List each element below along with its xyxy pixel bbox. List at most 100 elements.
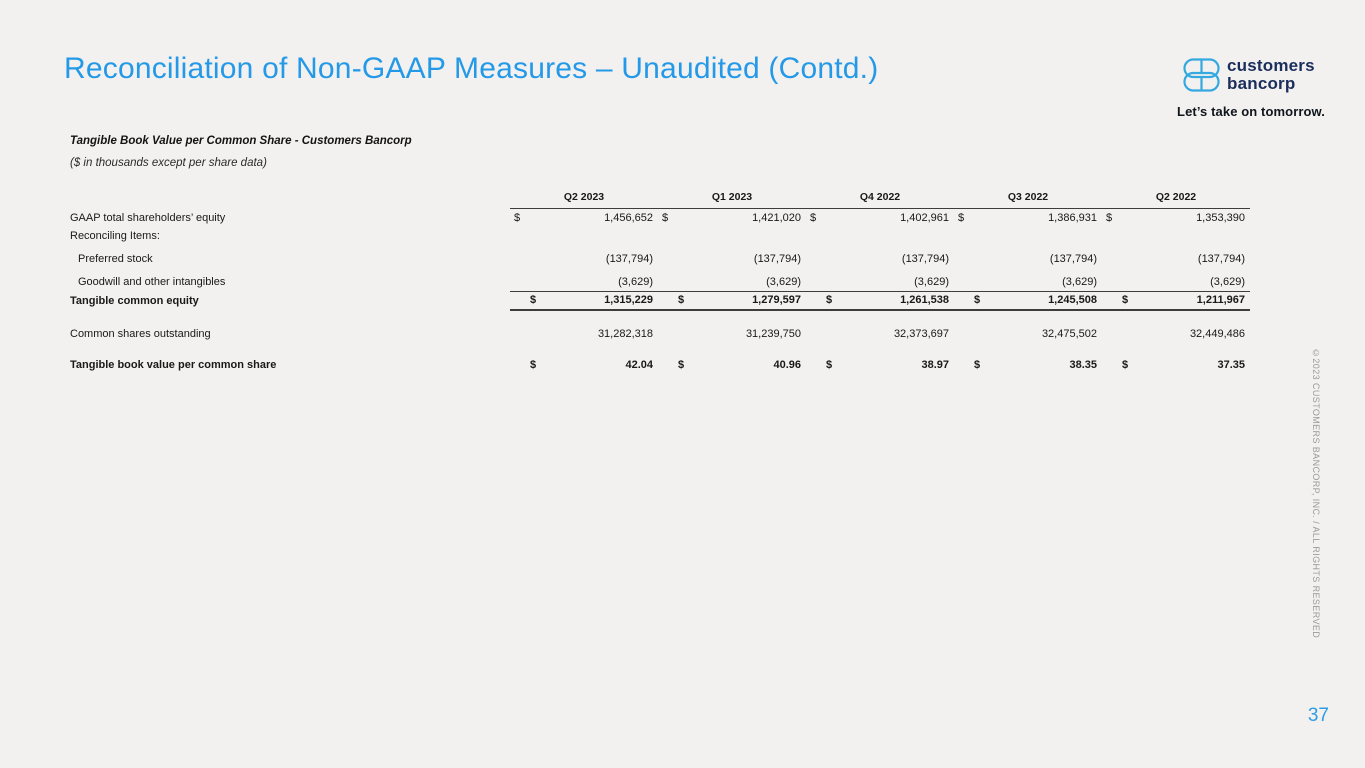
cell-value: 1,211,967	[1196, 294, 1245, 306]
row-label: Common shares outstanding	[70, 328, 211, 340]
cell-value: 32,475,502	[1041, 328, 1097, 340]
table-cell: $1,315,229	[510, 290, 658, 311]
currency-symbol: $	[1122, 294, 1129, 306]
currency-symbol: $	[974, 294, 981, 306]
currency-symbol: $	[958, 212, 965, 224]
cell-value: 37.35	[1217, 359, 1245, 371]
table-header: Q2 2023 Q1 2023 Q4 2022 Q3 2022 Q2 2022	[70, 186, 1250, 209]
currency-symbol: $	[662, 212, 669, 224]
currency-symbol: $	[1106, 212, 1113, 224]
cell-value: 1,456,652	[604, 212, 653, 224]
row-label: Reconciling Items:	[70, 230, 160, 242]
table-cell: $38.35	[954, 353, 1102, 374]
table-cell: (137,794)	[510, 245, 658, 268]
table-cell	[510, 227, 658, 245]
cell-value: 38.97	[921, 359, 949, 371]
table-cell: $1,402,961	[806, 208, 954, 227]
cell-value: (3,629)	[1062, 275, 1097, 288]
table-cell: $1,261,538	[806, 290, 954, 311]
table-cell	[658, 310, 806, 322]
currency-symbol: $	[974, 359, 981, 371]
table-cell: $42.04	[510, 353, 658, 374]
header-row: Q2 2023 Q1 2023 Q4 2022 Q3 2022 Q2 2022	[70, 186, 1250, 209]
table-cell: $1,456,652	[510, 208, 658, 227]
customers-bancorp-logo-icon	[1183, 58, 1220, 92]
currency-symbol: $	[678, 359, 685, 371]
table-cell: $1,211,967	[1102, 290, 1250, 311]
row-label	[70, 343, 510, 353]
cell-value: 1,279,597	[752, 294, 801, 306]
table-cell: $1,245,508	[954, 290, 1102, 311]
cell-value: (137,794)	[901, 253, 949, 265]
table-cell	[954, 310, 1102, 322]
table-cell: $1,421,020	[658, 208, 806, 227]
row-label: Tangible common equity	[70, 295, 199, 307]
column-header: Q2 2023	[510, 186, 658, 209]
column-header: Q2 2022	[1102, 186, 1250, 209]
table-cell	[954, 227, 1102, 245]
cell-value: 1,261,538	[900, 294, 949, 306]
table-row: Goodwill and other intangibles (3,629) (3,…	[70, 268, 1250, 291]
table-cell: (137,794)	[1102, 245, 1250, 268]
table-row: Common shares outstanding 31,282,318 31,23…	[70, 322, 1250, 343]
copyright-text: ©2023 CUSTOMERS BANCORP, INC. / ALL RIGH…	[1311, 348, 1321, 639]
cell-value: 1,315,229	[604, 294, 653, 306]
cell-value: 32,449,486	[1189, 328, 1245, 340]
cell-value: 38.35	[1069, 359, 1097, 371]
cell-value: 1,353,390	[1196, 212, 1245, 224]
table-cell: 32,449,486	[1102, 322, 1250, 343]
column-header: Q4 2022	[806, 186, 954, 209]
currency-symbol: $	[810, 212, 817, 224]
brand-wordmark: customers bancorp	[1227, 57, 1315, 93]
cell-value: 40.96	[773, 359, 801, 371]
cell-value: (137,794)	[1197, 253, 1245, 265]
cell-value: 31,282,318	[597, 328, 653, 340]
table-cell: $1,353,390	[1102, 208, 1250, 227]
table-cell: (3,629)	[954, 268, 1102, 291]
cell-value: 1,245,508	[1048, 294, 1097, 306]
table-cell: (137,794)	[806, 245, 954, 268]
table-cell	[1102, 310, 1250, 322]
table-cell	[806, 310, 954, 322]
cell-value: (137,794)	[1049, 253, 1097, 265]
table-cell: (137,794)	[658, 245, 806, 268]
row-label	[70, 310, 510, 322]
currency-symbol: $	[1122, 359, 1129, 371]
table-cell: (3,629)	[510, 268, 658, 291]
table-cell	[806, 227, 954, 245]
table-subtitle: ($ in thousands except per share data)	[70, 157, 267, 169]
currency-symbol: $	[530, 294, 537, 306]
cell-value: (3,629)	[914, 275, 949, 288]
brand-tagline: Let’s take on tomorrow.	[1177, 104, 1325, 119]
table-cell	[510, 343, 658, 353]
row-label: GAAP total shareholders’ equity	[70, 212, 226, 224]
table-cell: 32,475,502	[954, 322, 1102, 343]
table-row: Reconciling Items:	[70, 227, 1250, 245]
currency-symbol: $	[826, 294, 833, 306]
table-body: GAAP total shareholders’ equity $1,456,65…	[70, 208, 1250, 374]
page-title: Reconciliation of Non-GAAP Measures – Un…	[64, 52, 879, 85]
table-row: Tangible book value per common share $42.…	[70, 353, 1250, 374]
row-label: Preferred stock	[78, 253, 153, 265]
cell-value: 1,402,961	[900, 212, 949, 224]
table-cell: 31,282,318	[510, 322, 658, 343]
cell-value: 32,373,697	[893, 328, 949, 340]
table-cell: $40.96	[658, 353, 806, 374]
cell-value: (3,629)	[766, 275, 801, 288]
row-label: Tangible book value per common share	[70, 359, 277, 371]
table-cell: 32,373,697	[806, 322, 954, 343]
cell-value: (137,794)	[605, 253, 653, 265]
table-cell	[658, 227, 806, 245]
cell-value: 31,239,750	[745, 328, 801, 340]
cell-value: (3,629)	[1210, 275, 1245, 288]
spacer-row	[70, 310, 1250, 322]
brand-wordmark-line1: customers	[1227, 56, 1315, 75]
reconciliation-table: Q2 2023 Q1 2023 Q4 2022 Q3 2022 Q2 2022 GAAP…	[70, 186, 1250, 374]
currency-symbol: $	[826, 359, 833, 371]
table-cell: $1,386,931	[954, 208, 1102, 227]
currency-symbol: $	[514, 212, 521, 224]
column-header-empty	[70, 186, 510, 208]
table-row: Preferred stock (137,794) (137,794) (137,79…	[70, 245, 1250, 268]
spacer-row	[70, 343, 1250, 353]
table-cell	[806, 343, 954, 353]
